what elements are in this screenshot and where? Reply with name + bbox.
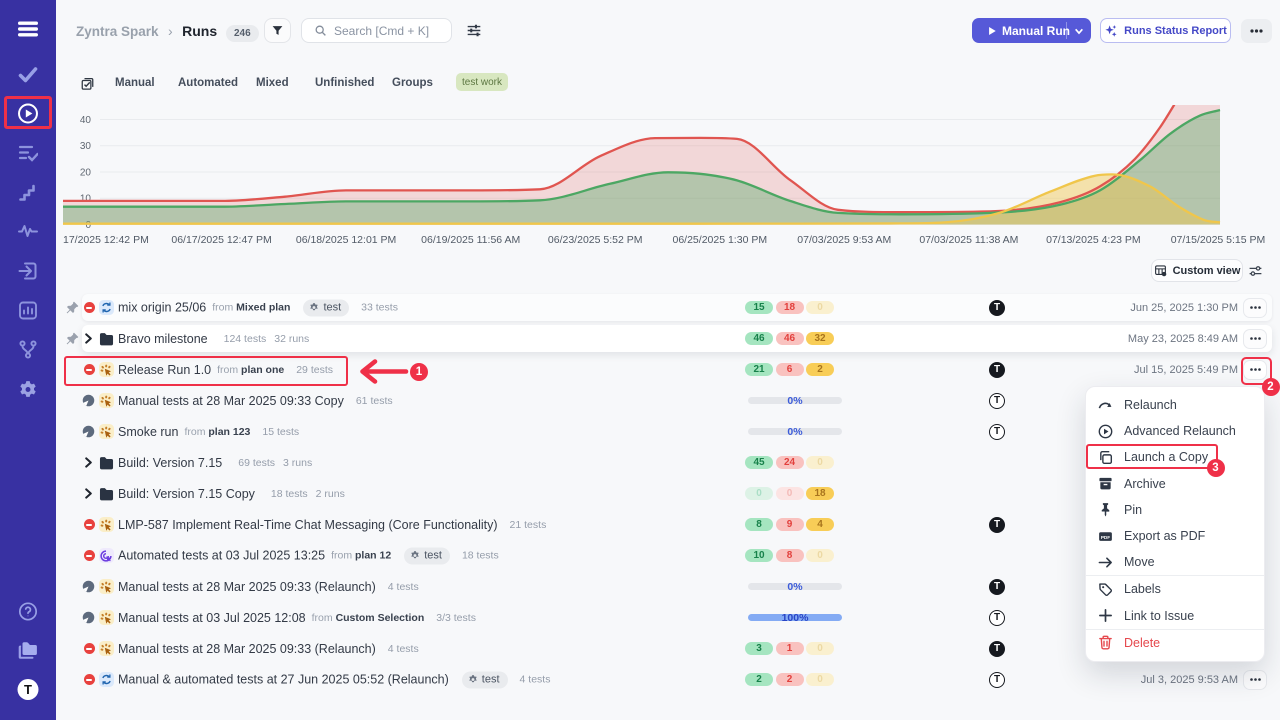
svg-text:06/25/2025 1:30 PM: 06/25/2025 1:30 PM [673,234,768,245]
svg-text:20: 20 [80,168,92,179]
svg-text:17/2025 12:42 PM: 17/2025 12:42 PM [63,234,149,245]
svg-text:10: 10 [80,194,92,205]
svg-text:06/18/2025 12:01 PM: 06/18/2025 12:01 PM [296,234,396,245]
svg-text:06/17/2025 12:47 PM: 06/17/2025 12:47 PM [171,234,271,245]
svg-text:07/03/2025 11:38 AM: 07/03/2025 11:38 AM [919,234,1018,245]
svg-text:07/13/2025 4:23 PM: 07/13/2025 4:23 PM [1046,234,1141,245]
svg-text:40: 40 [80,115,92,126]
svg-text:0: 0 [85,220,91,231]
svg-text:06/19/2025 11:56 AM: 06/19/2025 11:56 AM [421,234,520,245]
svg-text:06/23/2025 5:52 PM: 06/23/2025 5:52 PM [548,234,643,245]
svg-text:07/03/2025 9:53 AM: 07/03/2025 9:53 AM [797,234,891,245]
svg-text:PDF: PDF [1101,534,1110,539]
svg-text:30: 30 [80,141,92,152]
svg-text:07/15/2025 5:15 PM: 07/15/2025 5:15 PM [1171,234,1266,245]
